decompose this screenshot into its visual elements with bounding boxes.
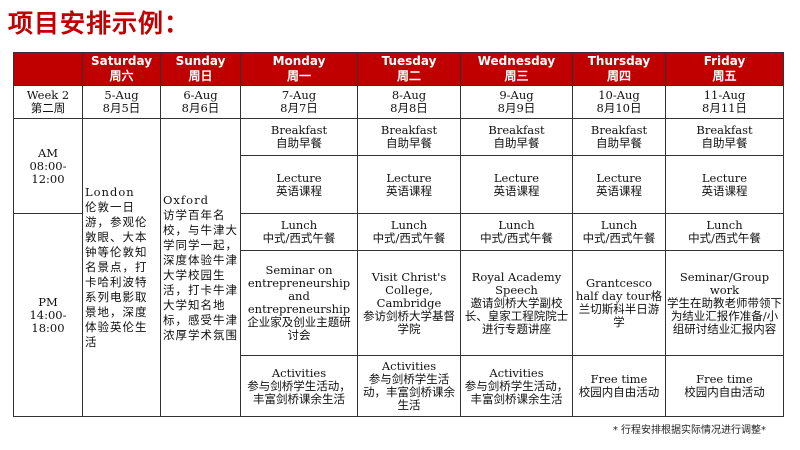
activities-cell: Activities 参与剑桥学生活动，丰富剑桥课余生活 [460, 355, 573, 417]
date-cell: 10-Aug 8月10日 [572, 85, 666, 119]
breakfast-cell: Breakfast 自助早餐 [665, 118, 784, 156]
header-monday: Monday 周一 [240, 52, 358, 86]
lunch-cell: Lunch 中式/西式午餐 [240, 213, 358, 251]
header-tuesday: Tuesday 周二 [357, 52, 461, 86]
lunch-cell: Lunch 中式/西式午餐 [572, 213, 666, 251]
lecture-cell: Lecture 英语课程 [357, 155, 461, 214]
lunch-row: PM 14:00-18:00 Lunch 中式/西式午餐 Lunch 中式/西式午餐 … [13, 213, 784, 417]
date-cell: 11-Aug 8月11日 [665, 85, 784, 119]
header-corner [13, 52, 83, 86]
lecture-cell: Lecture 英语课程 [460, 155, 573, 214]
header-wednesday: Wednesday 周三 [460, 52, 573, 86]
lecture-cell: Lecture 英语课程 [240, 155, 358, 214]
header-saturday: Saturday 周六 [82, 52, 161, 86]
date-row: Week 2 第二周 5-Aug 8月5日 6-Aug 8月6日 7-Aug 8月7日 … [13, 85, 784, 119]
activities-cell: Free time 校园内自由活动 [665, 355, 784, 417]
date-cell: 9-Aug 8月9日 [460, 85, 573, 119]
footnote: * 行程安排根据实际情况进行调整* [612, 425, 766, 436]
header-sunday: Sunday 周日 [160, 52, 241, 86]
afternoon-cell: Royal Academy Speech 邀请剑桥大学副校长、皇家工程院院士进行专… [460, 250, 573, 356]
date-cell: 7-Aug 8月7日 [240, 85, 358, 119]
breakfast-row: AM 08:00-12:00 London 伦敦一日游，参观伦敦眼、大本钟等伦敦知名… [13, 118, 784, 417]
activities-cell: Activities 参与剑桥学生活动，丰富剑桥课余生活 [357, 355, 461, 417]
lunch-cell: Lunch 中式/西式午餐 [460, 213, 573, 251]
afternoon-row: Seminar on entrepreneurship and entrepre… [14, 250, 784, 356]
activities-row: Activities 参与剑桥学生活动，丰富剑桥课余生活 Activities 参与… [14, 355, 784, 417]
date-cell: 8-Aug 8月8日 [357, 85, 461, 119]
afternoon-cell: Visit Christ's College, Cambridge 参访剑桥大学基… [357, 250, 461, 356]
header-friday: Friday 周五 [665, 52, 784, 86]
sunday-oxford-cell: Oxford 访学百年名校，与牛津大学同学一起，深度体验牛津大学校园生活，打卡牛津… [160, 118, 241, 417]
lecture-cell: Lecture 英语课程 [665, 155, 784, 214]
lunch-cell: Lunch 中式/西式午餐 [357, 213, 461, 251]
header-thursday: Thursday 周四 [572, 52, 666, 86]
date-cell: 6-Aug 8月6日 [160, 85, 241, 119]
afternoon-cell: Seminar on entrepreneurship and entrepre… [240, 250, 358, 356]
breakfast-cell: Breakfast 自助早餐 [357, 118, 461, 156]
week-label: Week 2 第二周 [13, 85, 83, 119]
lunch-cell: Lunch 中式/西式午餐 [665, 213, 784, 251]
saturday-london-cell: London 伦敦一日游，参观伦敦眼、大本钟等伦敦知名景点，打卡哈利波特系列电影取… [82, 118, 161, 417]
breakfast-cell: Breakfast 自助早餐 [572, 118, 666, 156]
activities-cell: Free time 校园内自由活动 [572, 355, 666, 417]
page-title: 项目安排示例： [8, 9, 191, 38]
breakfast-cell: Breakfast 自助早餐 [460, 118, 573, 156]
pm-label: PM 14:00-18:00 [13, 213, 83, 417]
header-row: Saturday 周六 Sunday 周日 Monday 周一 Tuesday 周二 W… [13, 52, 784, 86]
schedule-table: Saturday 周六 Sunday 周日 Monday 周一 Tuesday 周二 W… [13, 52, 784, 417]
afternoon-cell: Seminar/Group work 学生在助教老师带领下为结业汇报作准备/小组研… [665, 250, 784, 356]
lecture-cell: Lecture 英语课程 [572, 155, 666, 214]
date-cell: 5-Aug 8月5日 [82, 85, 161, 119]
breakfast-cell: Breakfast 自助早餐 [240, 118, 358, 156]
lecture-row: Lecture 英语课程 Lecture 英语课程 Lecture 英语课程 Lect… [14, 155, 784, 214]
am-label: AM 08:00-12:00 [13, 118, 83, 214]
afternoon-cell: Grantcesco half day tour格兰切斯科半日游学 [572, 250, 666, 356]
activities-cell: Activities 参与剑桥学生活动，丰富剑桥课余生活 [240, 355, 358, 417]
